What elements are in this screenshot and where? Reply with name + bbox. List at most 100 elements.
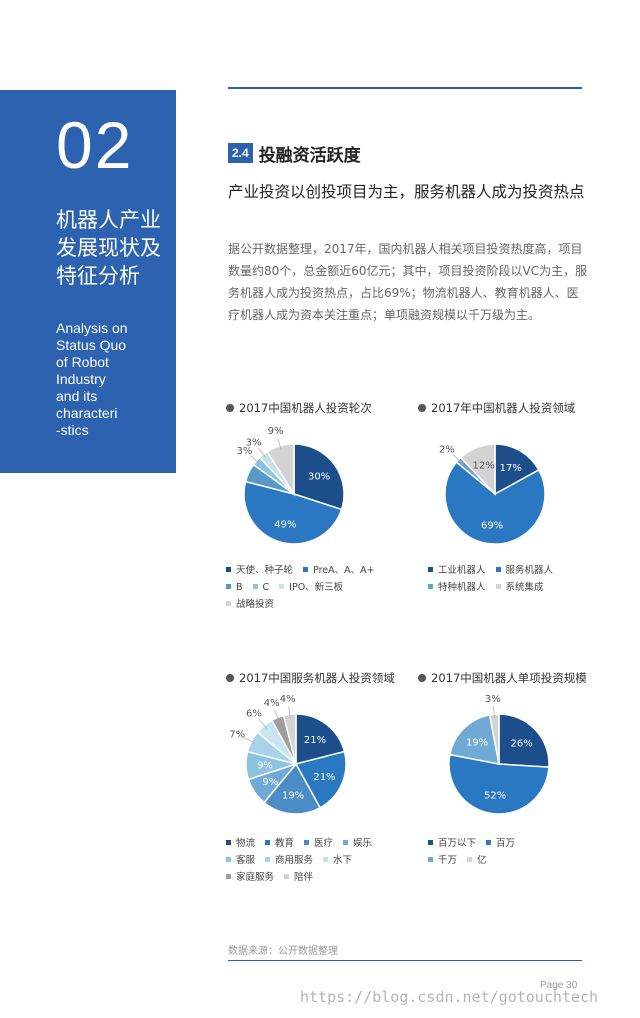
legend-swatch	[428, 840, 433, 845]
pie-value-label-1: 69%	[481, 520, 503, 531]
legend-row: 物流 教育 医疗 娱乐	[226, 835, 382, 852]
leader-line-3	[493, 706, 496, 719]
legend-swatch	[284, 874, 290, 879]
legend-item: 客服	[226, 852, 255, 869]
leader-line-8	[288, 706, 291, 719]
legend-item: B	[226, 579, 243, 596]
chart-title-investment-rounds: 2017中国机器人投资轮次	[226, 400, 372, 416]
bullet-icon	[226, 403, 234, 412]
pie-slice-0	[293, 443, 345, 511]
legend-swatch	[343, 840, 349, 845]
pie-value-label-4: 9%	[257, 760, 273, 771]
legend-label: 家庭服务	[236, 872, 275, 883]
legend-swatch	[226, 584, 231, 589]
pie-slice-2	[449, 714, 500, 765]
section-number: 2.4	[228, 143, 253, 163]
legend-swatch	[226, 567, 231, 572]
leader-line-3	[250, 455, 260, 464]
legend-item: 陪伴	[284, 869, 313, 886]
legend-item: 商用服务	[265, 852, 313, 869]
chapter-number: 02	[56, 108, 134, 182]
chapter-title-cn: 机器人产业发展现状及特征分析	[56, 208, 161, 288]
legend-deal-size: 百万以下 百万 千万 亿	[428, 835, 525, 869]
leader-line-4	[258, 447, 267, 458]
legend-swatch	[226, 601, 231, 606]
legend-label: 客服	[236, 855, 256, 866]
legend-swatch	[303, 567, 309, 572]
pie-slice-0	[494, 443, 540, 496]
legend-label: 教育	[275, 838, 295, 849]
legend-swatch	[226, 857, 231, 862]
legend-label: 工业机器人	[438, 565, 486, 576]
pie-value-label-5: 7%	[229, 730, 245, 741]
legend-label: 陪伴	[294, 872, 314, 883]
pie-value-label-7: 4%	[264, 698, 280, 709]
watermark-url: https://blog.csdn.net/gotouchtech	[300, 988, 599, 1006]
legend-label: 千万	[438, 855, 458, 866]
pie-value-label-0: 30%	[308, 471, 330, 482]
pie-slice-0	[498, 713, 550, 768]
legend-label: PreA、A、A+	[313, 565, 375, 576]
legend-swatch	[304, 840, 310, 845]
pie-slice-2	[263, 762, 322, 815]
legend-swatch	[495, 567, 501, 572]
legend-swatch	[265, 840, 271, 845]
legend-item: 战略投资	[226, 596, 274, 613]
section-subtitle: 产业投资以创投项目为主，服务机器人成为投资热点	[228, 183, 585, 201]
chart-title-text: 2017年中国机器人投资领域	[431, 401, 576, 415]
legend-row: 客服 商用服务 水下	[226, 852, 382, 869]
legend-item: 千万	[428, 852, 457, 869]
section-title: 投融资活跃度	[258, 145, 361, 166]
bullet-icon	[226, 673, 234, 682]
chart-title-text: 2017中国机器人单项投资规模	[431, 671, 587, 685]
legend-label: 特种机器人	[438, 582, 486, 593]
chapter-side-panel	[0, 90, 176, 473]
legend-swatch	[428, 567, 433, 572]
legend-label: 娱乐	[353, 838, 373, 849]
leader-line-5	[244, 737, 256, 744]
legend-label: 百万	[496, 838, 516, 849]
chart-title-investment-fields: 2017年中国机器人投资领域	[418, 400, 575, 416]
chart-title-text: 2017中国服务机器人投资领域	[239, 671, 395, 685]
pie-slice-1	[448, 753, 550, 815]
pie-value-label-6: 6%	[246, 709, 262, 720]
legend-item: 教育	[265, 835, 294, 852]
legend-item: 物流	[226, 835, 255, 852]
pie-value-label-3: 12%	[472, 461, 494, 472]
legend-swatch	[226, 840, 231, 845]
pie-value-label-2: 19%	[282, 790, 304, 801]
leader-line-7	[274, 709, 280, 722]
legend-swatch	[226, 874, 231, 879]
pie-chart-service-robot-fields: 21%21%19%9%9%7%6%4% 4%	[229, 694, 347, 815]
legend-label: B	[236, 582, 243, 593]
legend-item: C	[252, 579, 269, 596]
chart-title-service-robot-fields: 2017中国服务机器人投资领域	[226, 670, 395, 686]
legend-item: 百万	[486, 835, 515, 852]
pie-slice-3	[459, 443, 496, 496]
legend-item: 医疗	[304, 835, 333, 852]
page-number: Page 30	[540, 980, 578, 991]
legend-item: 百万以下	[428, 835, 476, 852]
pie-value-label-0: 17%	[500, 463, 522, 474]
pie-value-label-3: 3%	[237, 446, 253, 457]
legend-item: IPO、新三板	[279, 579, 343, 596]
legend-label: 百万以下	[438, 838, 477, 849]
legend-row: 特种机器人 系统集成	[428, 579, 563, 596]
legend-item: 娱乐	[343, 835, 372, 852]
legend-item: 工业机器人	[428, 562, 486, 579]
legend-swatch	[495, 584, 501, 589]
pie-value-label-4: 3%	[246, 437, 262, 448]
legend-row: 战略投资	[226, 596, 385, 613]
chart-title-text: 2017中国机器人投资轮次	[239, 401, 372, 415]
legend-row: 天使、种子轮 PreA、A、A+	[226, 562, 385, 579]
legend-item: 水下	[323, 852, 352, 869]
pie-chart-investment-fields: 17% 69% 2% 12%	[439, 443, 546, 545]
bottom-divider	[228, 960, 582, 961]
chapter-title-en: Analysis on Status Quo of Robot Industry…	[56, 320, 128, 438]
legend-label: IPO、新三板	[289, 582, 344, 593]
legend-swatch	[467, 857, 473, 862]
legend-row: 百万以下 百万	[428, 835, 525, 852]
legend-label: 系统集成	[505, 582, 544, 593]
legend-label: 物流	[236, 838, 256, 849]
pie-value-label-3: 9%	[262, 777, 278, 788]
